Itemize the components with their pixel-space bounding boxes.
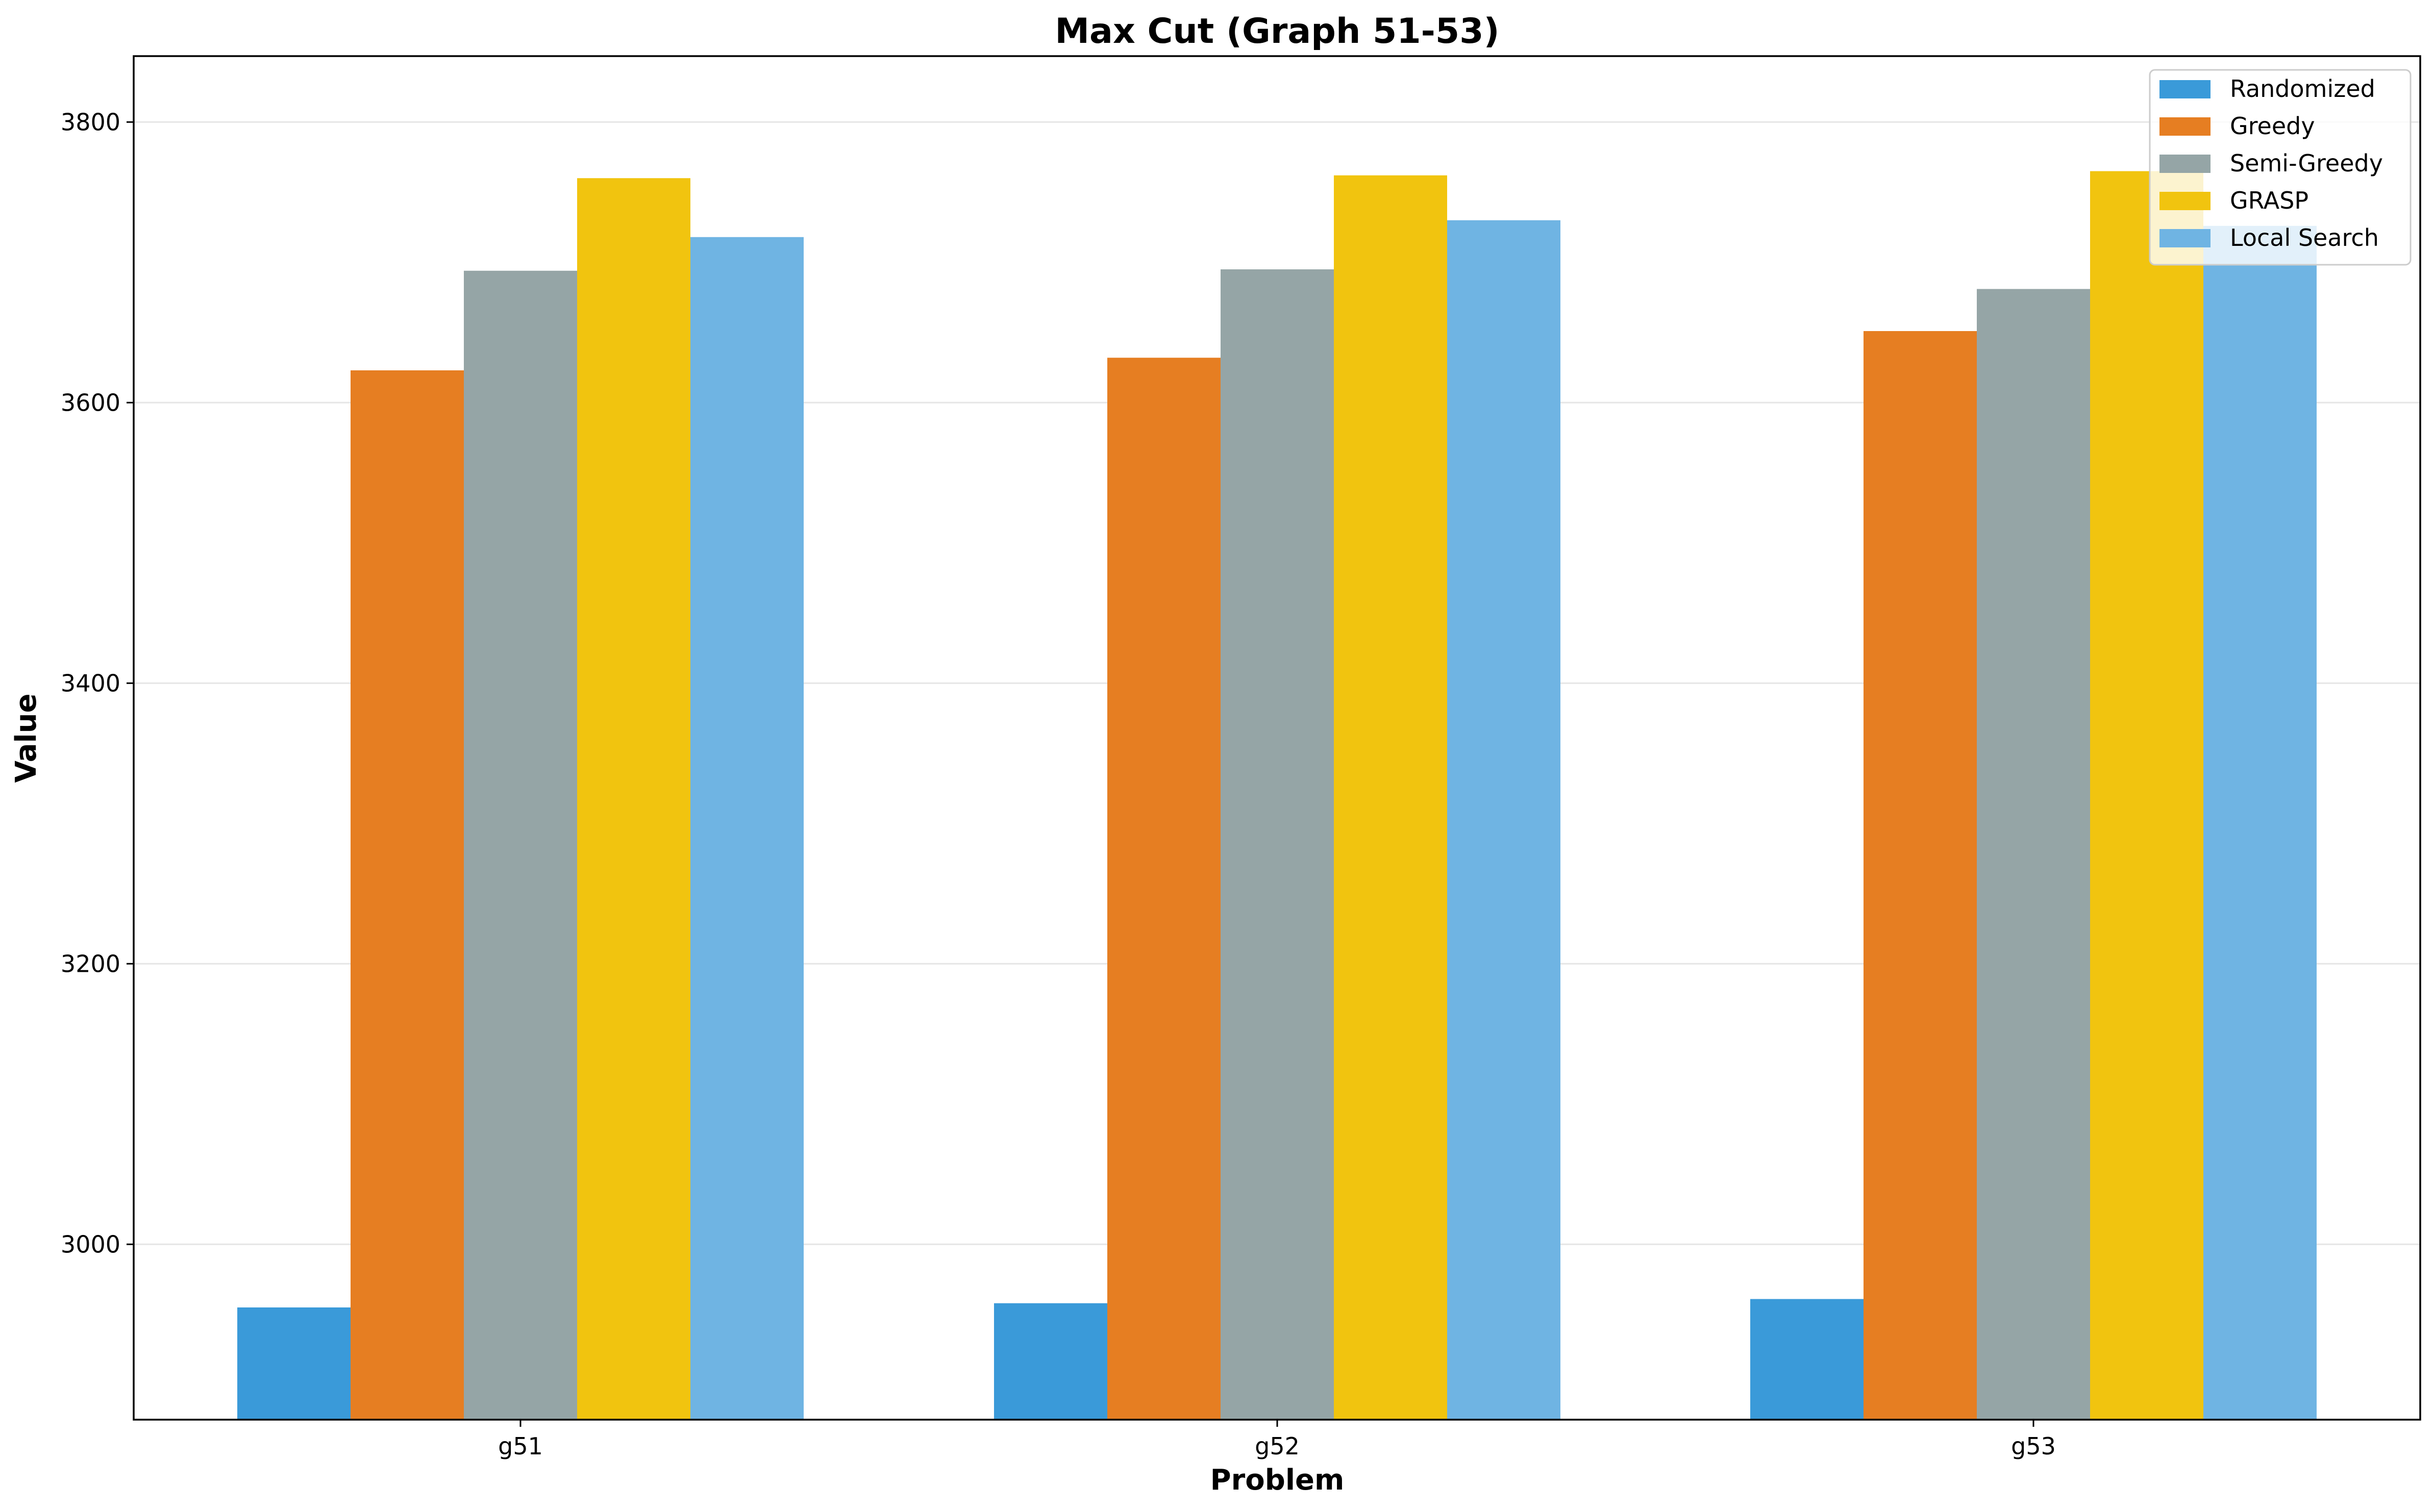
x-tick-label: g51 [498,1432,543,1460]
bar-randomized-g53 [1750,1299,1864,1420]
legend-label: Semi-Greedy [2230,149,2383,177]
bar-randomized-g52 [994,1303,1107,1420]
legend-label: Randomized [2230,75,2375,103]
legend-swatch [2159,192,2211,210]
bar-semi-greedy-g53 [1977,289,2090,1420]
y-axis-label: Value [10,693,43,783]
legend-swatch [2159,117,2211,136]
legend-swatch [2159,229,2211,247]
legend-swatch [2159,155,2211,173]
bar-semi-greedy-g51 [464,270,577,1420]
x-tick-label: g52 [1255,1432,1300,1460]
bar-grasp-g52 [1334,175,1447,1420]
x-axis-label: Problem [1210,1464,1345,1497]
chart-title: Max Cut (Graph 51-53) [1055,11,1499,52]
legend-swatch [2159,80,2211,98]
x-axis-ticks: g51 g52 g53 [498,1420,2056,1460]
plot-area-frame [133,55,2421,1421]
y-tick-label: 3800 [61,108,120,136]
legend-label: Greedy [2230,112,2315,140]
bar-randomized-g51 [237,1307,351,1420]
x-tick-label: g53 [2011,1432,2056,1460]
bars [237,171,2317,1420]
legend-box [2149,69,2412,266]
bar-grasp-g51 [577,178,690,1420]
y-tick-label: 3600 [61,389,120,416]
bar-grasp-g53 [2090,171,2203,1420]
y-axis-ticks: 3000 3200 3400 3600 3800 [61,108,134,1258]
bar-greedy-g51 [351,370,464,1420]
bar-greedy-g52 [1107,358,1221,1420]
bar-semi-greedy-g52 [1221,269,1334,1420]
y-tick-label: 3400 [61,669,120,697]
bar-local-search-g53 [2203,225,2317,1420]
bar-local-search-g52 [1447,220,1560,1420]
y-tick-label: 3000 [61,1230,120,1258]
legend-label: Local Search [2230,224,2379,251]
y-tick-label: 3200 [61,950,120,977]
bar-local-search-g51 [690,237,804,1420]
bar-greedy-g53 [1864,331,1977,1420]
legend: Randomized Greedy Semi-Greedy GRASP Local Se… [2149,69,2412,266]
legend-label: GRASP [2230,187,2308,214]
